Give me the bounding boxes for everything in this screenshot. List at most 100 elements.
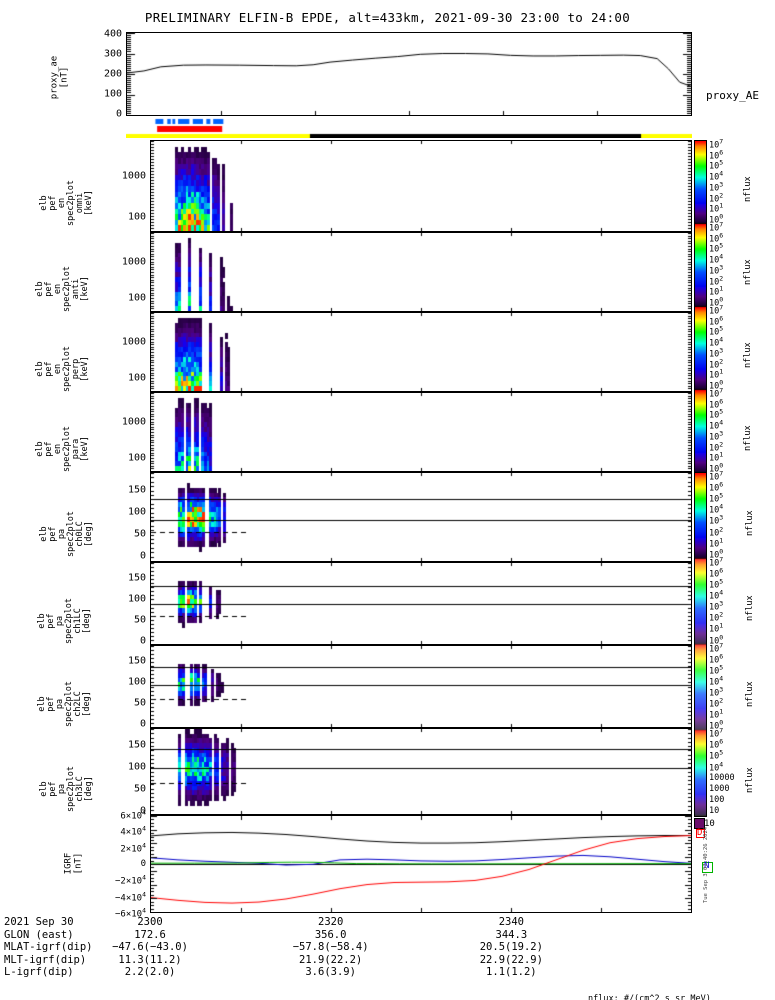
page-title: PRELIMINARY ELFIN-B EPDE, alt=433km, 202…	[144, 10, 631, 25]
colorbar-tick-label: 105	[709, 491, 724, 505]
ylabel-proxy-ae: proxy_ae [nT]	[49, 55, 70, 100]
x-axis-row-2-value-2: 22.9(22.9)	[479, 953, 543, 966]
x-axis-row-3-value-2: 1.1(1.2)	[486, 966, 537, 978]
colorbar-axis-label: nflux	[745, 595, 755, 622]
colorbar-tick-label: 106	[709, 566, 724, 580]
x-axis-row-1-value-1: −57.8(−58.4)	[292, 941, 369, 953]
legend-swatch-n	[702, 862, 713, 873]
legend-swatch-d	[696, 829, 705, 838]
colorbar-tick-label: 106	[709, 148, 724, 162]
x-axis-row-1-value-2: 20.5(19.2)	[479, 941, 543, 953]
yticks-en-anti: 1000 100	[121, 256, 146, 304]
legend-d-label: D	[697, 828, 703, 838]
colorbar-tick-label: 102	[709, 610, 724, 624]
yticks-pa-ch1lc: 150 100 50 0	[127, 572, 146, 647]
yticks-igrf: 6×104 4×104 2×104 0 −2×104 −4×104 −6×104	[82, 809, 146, 920]
colorbar-tick-label: 100	[709, 378, 724, 392]
colorbar-tick-label: 105	[709, 159, 724, 172]
colorbar-tick-label: 104	[709, 674, 724, 688]
colorbar-tick-label: 100	[709, 794, 725, 805]
x-axis-row-label-3: L-igrf(dip)	[4, 966, 74, 978]
colorbar-tick-label: 100	[709, 633, 724, 646]
colorbar-tick-label: 103	[709, 685, 724, 699]
colorbar-tick-label: 105	[709, 577, 724, 591]
colorbar-tick-label: 107	[709, 386, 724, 400]
colorbar-tick-label: 100	[709, 547, 724, 561]
colorbar-tick-label: 106	[709, 737, 724, 751]
legend-swatch-b	[694, 818, 705, 829]
x-axis-labels: 2021 Sep 30 2300 2320 2340 GLON (east) 172.6 3…	[2, 916, 772, 978]
colorbar-tick-label: 106	[709, 397, 724, 411]
colorbar-tick-label: 101	[709, 201, 724, 215]
x-axis-tick-1: 2320	[317, 916, 344, 928]
x-axis-row-2-value-1: 21.9(22.2)	[299, 953, 363, 966]
x-axis-row-3-value-0: 2.2(2.0)	[124, 966, 176, 978]
colorbar-tick-label: 101	[709, 707, 724, 721]
igrf-ytick: −6×104	[114, 906, 146, 920]
yticks-pa-ch0lc: 150 100 50 0	[127, 484, 146, 562]
colorbar-tick-label: 104	[709, 588, 724, 602]
colorbar-tick-label: 103	[709, 514, 724, 527]
yticks-pa-ch2lc: 150 100 50 0	[127, 655, 146, 730]
colorbar-tick-label: 102	[709, 525, 724, 538]
panel-igrf	[150, 815, 692, 913]
x-axis-row-3-value-1: 3.6(3.9)	[305, 966, 356, 978]
footer-nflux: nflux: #/(cm^2 s sr MeV)	[588, 994, 711, 1000]
colorbar-tick-label: 106	[709, 231, 724, 245]
igrf-ytick: −2×104	[114, 873, 146, 887]
colorbar-tick-label: 102	[709, 274, 724, 287]
colorbar-axis-label: nflux	[743, 342, 753, 369]
colorbar-tick-label: 107	[709, 469, 724, 483]
panel-proxy-ae	[126, 32, 692, 116]
colorbar-tick-label: 100	[709, 295, 724, 309]
colorbar-tick-label: 103	[709, 599, 724, 613]
igrf-ytick: −4×104	[114, 890, 146, 904]
panel-pa-ch0lc	[150, 472, 692, 562]
x-axis-row-0-value-1: 356.0	[314, 928, 347, 941]
colorbar-tick-label: 10000	[709, 772, 735, 783]
igrf-ytick: 6×104	[120, 808, 146, 822]
panel-pa-ch3lc	[150, 728, 692, 815]
colorbar-tick-label: 1000	[709, 783, 730, 794]
colorbar-tick-label: 105	[709, 408, 724, 421]
colorbar-energy: 107 106 105 104 103 102 101 100 nflux 107 106 105 10…	[694, 137, 774, 474]
colorbar-tick-label: 106	[709, 652, 724, 666]
colorbar-tick-label: 100	[709, 212, 724, 226]
colorbar-tick-label: 101	[709, 536, 724, 550]
colorbar-axis-label: nflux	[743, 259, 753, 286]
legend-n-label: N	[704, 861, 710, 871]
panel-en-omni	[150, 140, 692, 232]
footer-notes: nflux: #/(cm^2 s sr MeV) Created: Tue Se…	[588, 972, 757, 1000]
colorbar-tick-label: 107	[709, 137, 724, 151]
x-axis-tick-2: 2340	[498, 916, 524, 928]
colorbar-axis-label: nflux	[743, 425, 753, 452]
colorbar-axis-label: nflux	[745, 767, 755, 793]
colorbar-axis-label: nflux	[745, 509, 755, 536]
colorbar-tick-label: 107	[709, 726, 724, 740]
igrf-created-rotated: Tue Sep 3 07:40:26 2024	[703, 826, 709, 904]
colorbar-tick-label: 104	[709, 335, 724, 349]
x-axis-row-0-value-0: 172.6	[134, 928, 166, 941]
colorbar-tick-label: 104	[709, 502, 724, 516]
panel-en-para	[150, 392, 692, 472]
colorbar-tick-label: 10	[709, 806, 720, 816]
colorbar-tick-label: 101	[709, 367, 724, 381]
colorbar-tick-label: 107	[709, 303, 724, 317]
colorbar-tick-label: 104	[709, 418, 724, 432]
x-axis-date: 2021 Sep 30	[4, 916, 74, 928]
x-axis-row-2-value-0: 11.3(11.2)	[118, 953, 182, 966]
colorbar-tick-label: 104	[709, 252, 724, 266]
x-axis-row-0-value-2: 344.3	[495, 928, 528, 941]
colorbar-tick-label: 102	[709, 696, 724, 710]
colorbar-tick-label: 107	[709, 641, 724, 654]
colorbar-tick-label: 103	[709, 180, 724, 194]
legend-10-label: 10	[704, 819, 715, 829]
yticks-en-omni: 1000 100	[121, 170, 146, 223]
colorbar-tick-label: 105	[709, 325, 724, 338]
colorbar-tick-label: 101	[709, 284, 724, 298]
igrf-ytick: 2×104	[120, 841, 146, 855]
colorbar-tick-label: 102	[709, 357, 724, 370]
panel-en-perp	[150, 312, 692, 392]
colorbar-tick-label: 107	[709, 220, 724, 234]
